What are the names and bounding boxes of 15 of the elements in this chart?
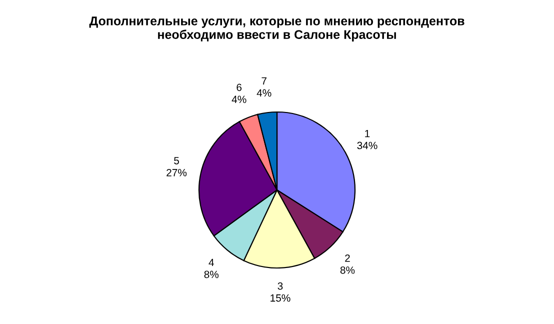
data-label: 4% [232,96,246,104]
slice-label: 3 [278,282,283,290]
data-label: 27% [166,168,187,176]
slice-label: 1 [365,130,370,138]
data-label: 8% [340,266,355,274]
data-label: 15% [270,294,290,302]
slice-label: 2 [345,254,350,262]
slice-label: 5 [174,157,179,164]
slice-label: 4 [208,258,214,266]
data-label: 34% [357,142,378,150]
slice-label: 6 [236,84,242,92]
data-label: 8% [204,270,219,278]
data-label: 4% [256,89,272,97]
slice-label: 7 [262,77,266,85]
chart-title: Дополнительные услуги, которые по мнению респондентов необходимо ввести в Салоне Красоты [89,16,464,42]
